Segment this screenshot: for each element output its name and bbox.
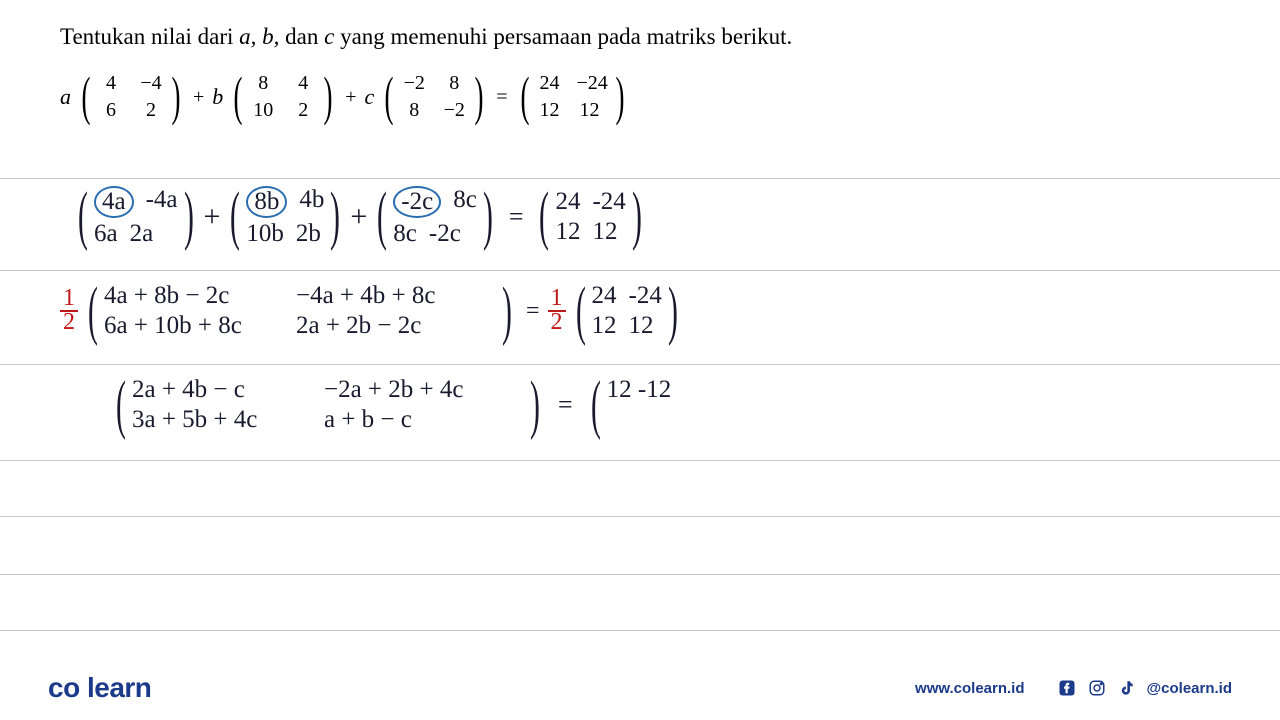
fraction-half-right: 1 2 bbox=[548, 288, 566, 333]
facebook-icon bbox=[1057, 678, 1077, 698]
m3-11: −2 bbox=[441, 99, 467, 122]
q-suffix: yang memenuhi persamaan pada matriks ber… bbox=[334, 24, 792, 49]
footer: co learn www.colearn.id @colearn.id bbox=[0, 656, 1280, 720]
printed-equation: a ( 4−4 62 ) + b ( 84 102 ) + c ( −28 8−… bbox=[60, 70, 1220, 124]
hw-m3-11: -2c bbox=[429, 220, 461, 248]
footer-url: www.colearn.id bbox=[915, 680, 1024, 697]
logo-co: co bbox=[48, 672, 80, 703]
circled-8b: 8b bbox=[246, 186, 287, 218]
social-icons: @colearn.id bbox=[1057, 678, 1232, 698]
paren-l: ( bbox=[81, 74, 90, 120]
hw-m2-10: 10b bbox=[246, 220, 284, 248]
hw-l2-00: 4a + 8b − 2c bbox=[104, 282, 284, 310]
hw-m3-01: 8c bbox=[453, 186, 477, 218]
hw-l3-10: 3a + 5b + 4c bbox=[132, 406, 312, 434]
m3-00: −2 bbox=[401, 72, 427, 95]
coef-c: c bbox=[365, 84, 375, 110]
hw-m1-01: -4a bbox=[146, 186, 178, 218]
m4-00: 24 bbox=[537, 72, 563, 95]
m1-10: 6 bbox=[98, 99, 124, 122]
hw-m2-01: 4b bbox=[299, 186, 324, 218]
m4-11: 12 bbox=[577, 99, 603, 122]
q-var-c: c bbox=[324, 24, 334, 49]
hw-l3-00: 2a + 4b − c bbox=[132, 376, 312, 404]
hw-l2-10: 6a + 10b + 8c bbox=[104, 312, 284, 340]
logo-learn: learn bbox=[87, 672, 151, 703]
hw-r3-partial: 12 -12 bbox=[607, 376, 717, 404]
hw-l3-01: −2a + 2b + 4c bbox=[324, 376, 524, 404]
hw-r1-10: 12 bbox=[555, 218, 580, 246]
q-prefix: Tentukan nilai dari bbox=[60, 24, 239, 49]
m1-00: 4 bbox=[98, 72, 124, 95]
hw-r1-11: 12 bbox=[592, 218, 617, 246]
m4-10: 12 bbox=[537, 99, 563, 122]
coef-a: a bbox=[60, 84, 71, 110]
circled-2c: -2c bbox=[393, 186, 441, 218]
m3-01: 8 bbox=[441, 72, 467, 95]
m1-01: −4 bbox=[138, 72, 164, 95]
hw-r2-10: 12 bbox=[592, 312, 617, 340]
hw-r1-00: 24 bbox=[555, 188, 580, 216]
m2-01: 4 bbox=[290, 72, 316, 95]
hw-m1-10: 6a bbox=[94, 220, 118, 248]
m2-00: 8 bbox=[250, 72, 276, 95]
coef-b: b bbox=[212, 84, 223, 110]
hw-l3-11: a + b − c bbox=[324, 406, 524, 434]
q-vars: a, b, bbox=[239, 24, 279, 49]
q-mid: dan bbox=[279, 24, 324, 49]
hw-m3-10: 8c bbox=[393, 220, 417, 248]
plus-1: + bbox=[191, 86, 206, 109]
fraction-half-left: 1 2 bbox=[60, 288, 78, 333]
handwriting-line-1: ( 4a-4a 6a2a ) + ( 8b4b 10b2b ) + ( -2c8… bbox=[72, 186, 648, 248]
matrix-3: ( −28 8−2 ) bbox=[380, 70, 488, 124]
m2-10: 10 bbox=[250, 99, 276, 122]
hw-m2-11: 2b bbox=[296, 220, 321, 248]
m2-11: 2 bbox=[290, 99, 316, 122]
matrix-rhs: ( 24−24 1212 ) bbox=[516, 70, 629, 124]
hw-l2-01: −4a + 4b + 8c bbox=[296, 282, 496, 310]
brand-logo: co learn bbox=[48, 672, 151, 704]
hw-r2-01: -24 bbox=[629, 282, 662, 310]
m1-11: 2 bbox=[138, 99, 164, 122]
matrix-1: ( 4 −4 62 ) bbox=[77, 70, 185, 124]
m4-01: −24 bbox=[577, 72, 608, 95]
hw-l2-11: 2a + 2b − 2c bbox=[296, 312, 496, 340]
hw-r2-00: 24 bbox=[592, 282, 617, 310]
equals: = bbox=[494, 86, 509, 109]
question-text: Tentukan nilai dari a, b, dan c yang mem… bbox=[60, 24, 1220, 50]
hw-r2-11: 12 bbox=[629, 312, 654, 340]
instagram-icon bbox=[1087, 678, 1107, 698]
hw-r1-01: -24 bbox=[592, 188, 625, 216]
matrix-2: ( 84 102 ) bbox=[229, 70, 337, 124]
m3-10: 8 bbox=[401, 99, 427, 122]
footer-handle: @colearn.id bbox=[1147, 680, 1232, 697]
plus-2: + bbox=[343, 86, 358, 109]
paren-r: ) bbox=[171, 74, 180, 120]
circled-4a: 4a bbox=[94, 186, 134, 218]
handwriting-line-3: ( 2a + 4b − c−2a + 2b + 4c 3a + 5b + 4ca… bbox=[110, 376, 717, 434]
hw-m1-11: 2a bbox=[130, 220, 154, 248]
handwriting-line-2: 1 2 ( 4a + 8b − 2c−4a + 4b + 8c 6a + 10b… bbox=[60, 282, 684, 340]
tiktok-icon bbox=[1117, 678, 1137, 698]
